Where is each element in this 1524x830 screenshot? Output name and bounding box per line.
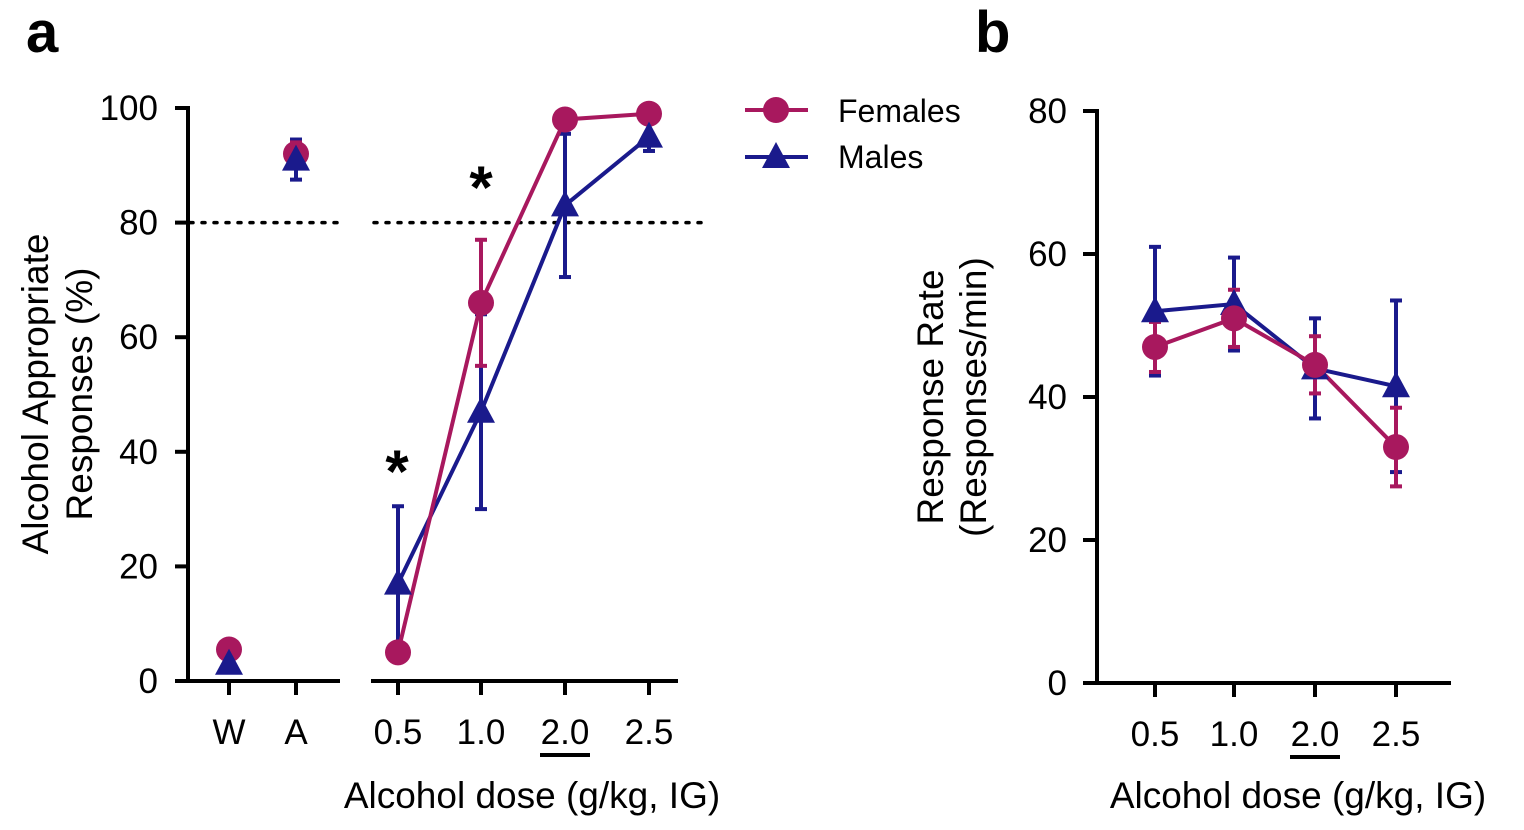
panel-b-xtick-label-2-0: 2.0: [1291, 715, 1340, 754]
panel-a-ytick-label-20: 20: [119, 547, 158, 586]
panel-b-ytick-label-0: 0: [1048, 664, 1067, 703]
series-line-males-a: [396, 135, 651, 585]
panel-a-xtick-label-0-5: 0.5: [374, 713, 423, 752]
legend-females-marker: [763, 97, 789, 123]
panel-a-xtick-label-1-0: 1.0: [457, 713, 506, 752]
marker-females-a-2-0: [552, 106, 578, 133]
series-line-females-a: [396, 111, 650, 653]
marker-males-a-a: [282, 144, 310, 171]
panel-a-xtick-label-w: W: [212, 713, 245, 752]
marker-males-a-1-0: [467, 396, 495, 423]
significance-star-0-5: *: [385, 438, 409, 505]
legend-males-marker: [762, 142, 790, 168]
panel-b-axes: 0 20 40 60 80 0.5 1.0 2.0 2.5: [1028, 92, 1451, 759]
panel-b-xtick-label-2-5: 2.5: [1372, 715, 1421, 754]
panel-b-xtick-label-0-5: 0.5: [1131, 715, 1180, 754]
panel-a-xtick-label-a: A: [284, 713, 308, 752]
panel-b-ytick-label-60: 60: [1028, 235, 1067, 274]
marker-males-a-2-0: [551, 190, 579, 217]
panel-a-xtick-label-2-5: 2.5: [625, 713, 674, 752]
marker-females-a-2-5: [636, 100, 662, 127]
legend: Females Males: [745, 93, 961, 175]
panel-b-ylabel-line2: (Responses/min): [953, 257, 994, 537]
marker-males-b-2-5: [1382, 371, 1410, 398]
panel-a-ytick-label-80: 80: [119, 204, 158, 243]
marker-females-a-0-5: [385, 639, 411, 666]
panel-a-ytick-label-100: 100: [100, 89, 158, 128]
marker-males-a-2-5: [635, 121, 663, 148]
panel-b-ylabel-line1: Response Rate: [910, 269, 951, 524]
marker-females-b-2-0: [1302, 351, 1328, 378]
legend-males-label: Males: [838, 139, 923, 175]
marker-males-a-0-5: [384, 568, 412, 595]
series-line-females-b: [1154, 316, 1398, 449]
panel-a-plot: [215, 100, 663, 675]
panel-a-ytick-label-60: 60: [119, 318, 158, 357]
marker-males-a-w: [215, 648, 243, 675]
marker-females-b-1-0: [1221, 305, 1247, 332]
series-line-males-b: [1154, 301, 1397, 389]
marker-females-b-2-5: [1383, 434, 1409, 461]
panel-a-axes: 0 20 40 60 80 100 W A 0.5 1.0 2.0 2.5: [100, 89, 707, 757]
panel-b-xlabel: Alcohol dose (g/kg, IG): [1110, 775, 1486, 816]
panel-b-ytick-label-40: 40: [1028, 378, 1067, 417]
panel-b-ytick-label-20: 20: [1028, 521, 1067, 560]
panel-b-xtick-label-1-0: 1.0: [1210, 715, 1259, 754]
panel-b-plot: [1141, 244, 1410, 489]
panel-label-a: a: [26, 0, 59, 65]
panel-a-xtick-label-2-0: 2.0: [541, 713, 590, 752]
panel-a-ylabel-line2: Responses (%): [59, 268, 100, 521]
panel-b-ytick-label-80: 80: [1028, 92, 1067, 131]
panel-a-ytick-label-40: 40: [119, 433, 158, 472]
panel-label-b: b: [975, 0, 1010, 65]
panel-a-ylabel-line1: Alcohol Appropriate: [15, 234, 56, 555]
marker-males-b-0-5: [1141, 296, 1169, 323]
marker-females-a-1-0: [468, 289, 494, 316]
significance-star-1-0: *: [469, 154, 493, 221]
panel-a-ytick-label-0: 0: [139, 662, 158, 701]
marker-females-b-0-5: [1142, 333, 1168, 360]
panel-a-xlabel: Alcohol dose (g/kg, IG): [344, 775, 720, 816]
legend-females-label: Females: [838, 93, 961, 129]
